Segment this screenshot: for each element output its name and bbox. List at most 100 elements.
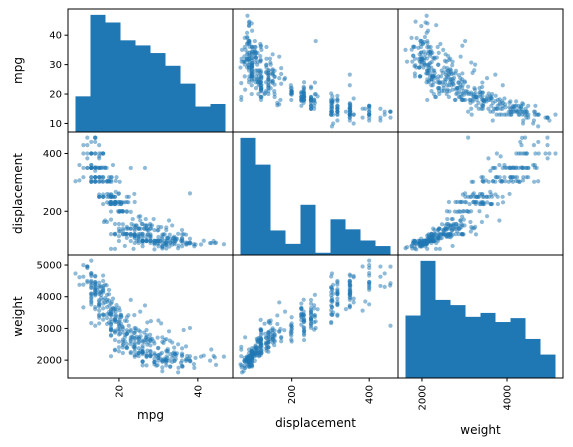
scatter-point — [152, 227, 157, 233]
scatter-point — [500, 194, 505, 199]
scatter-point — [435, 227, 440, 233]
scatter-point — [347, 289, 352, 294]
scatter-point — [299, 301, 304, 306]
scatter-point — [122, 318, 127, 323]
scatter-point — [97, 321, 102, 326]
scatter-point — [519, 143, 524, 148]
scatter-point — [468, 90, 474, 95]
scatter-point — [488, 168, 493, 173]
scatter-point — [469, 106, 474, 111]
scatter-point — [520, 112, 525, 117]
scatter-point — [243, 87, 248, 92]
scatter-point — [85, 151, 90, 156]
histogram-bar — [285, 243, 301, 255]
scatter-point — [299, 306, 304, 311]
scatter-point — [97, 192, 102, 197]
scatter-point — [329, 106, 334, 111]
scatter-point — [289, 91, 294, 96]
scatter-point — [436, 74, 441, 79]
scatter-point — [335, 313, 340, 318]
scatter-point — [446, 68, 451, 73]
scatter-point — [419, 240, 424, 245]
x-tick-label: 2000 — [417, 385, 428, 410]
scatter-point — [335, 93, 340, 98]
scatter-point — [412, 74, 418, 79]
scatter-point — [299, 311, 304, 316]
scatter-point — [258, 317, 263, 322]
scatter-point — [131, 344, 136, 349]
scatter-point — [335, 97, 340, 102]
scatter-point — [502, 112, 507, 117]
scatter-point — [518, 139, 523, 145]
scatter-point — [160, 358, 165, 364]
scatter-point — [432, 227, 437, 233]
scatter-point — [245, 13, 250, 18]
scatter-point — [93, 305, 98, 310]
scatter-point — [378, 274, 383, 279]
scatter-point — [536, 124, 541, 129]
scatter-point — [490, 109, 496, 114]
histogram-bar — [315, 252, 331, 255]
histogram-bar — [465, 316, 481, 378]
scatter-point — [114, 175, 119, 180]
scatter-point — [425, 21, 430, 26]
scatter-point — [477, 209, 482, 214]
scatter-point — [511, 165, 517, 171]
scatter-point — [258, 59, 263, 64]
scatter-point — [155, 335, 160, 340]
scatter-point — [409, 35, 414, 40]
scatter-point — [424, 13, 429, 18]
panel-displacement-vs-displacement — [232, 131, 399, 256]
scatter-point — [132, 340, 137, 345]
scatter-point — [258, 327, 264, 333]
scatter-point — [132, 199, 137, 205]
scatter-point — [343, 109, 349, 114]
scatter-point — [117, 308, 122, 313]
scatter-point — [136, 214, 141, 219]
scatter-point — [488, 94, 493, 99]
scatter-point — [464, 209, 470, 214]
scatter-point — [101, 194, 106, 199]
scatter-point — [114, 319, 119, 324]
scatter-point — [437, 246, 442, 251]
scatter-point — [497, 97, 502, 102]
scatter-point — [347, 83, 352, 88]
scatter-point — [431, 74, 436, 79]
scatter-point — [348, 105, 353, 110]
scatter-point — [471, 97, 476, 102]
scatter-point — [93, 293, 98, 298]
scatter-point — [166, 329, 172, 334]
scatter-point — [179, 351, 185, 356]
scatter-point — [117, 179, 122, 184]
scatter-point — [464, 91, 470, 96]
scatter-point — [258, 348, 263, 353]
scatter-point — [460, 214, 465, 219]
scatter-point — [109, 319, 114, 325]
scatter-point — [430, 50, 435, 55]
scatter-point — [249, 74, 254, 79]
scatter-point — [99, 289, 104, 294]
scatter-point — [138, 218, 143, 223]
scatter-point — [247, 38, 252, 44]
scatter-point — [97, 308, 102, 313]
scatter-point — [211, 353, 216, 359]
scatter-point — [450, 87, 455, 92]
scatter-point — [455, 86, 460, 91]
scatter-point — [329, 319, 334, 325]
scatter-point — [437, 81, 442, 86]
histogram-bar — [525, 338, 541, 378]
scatter-point — [117, 209, 122, 214]
scatter-point — [507, 165, 512, 170]
scatter-point — [330, 94, 335, 99]
scatter-point — [126, 194, 131, 199]
histogram-bar — [150, 53, 166, 132]
scatter-point — [486, 156, 491, 161]
scatter-point — [156, 227, 161, 233]
scatter-point — [514, 99, 519, 104]
scatter-point — [335, 112, 340, 117]
scatter-point — [450, 81, 455, 86]
scatter-point — [140, 221, 145, 227]
scatter-point — [258, 44, 263, 50]
histogram-bar — [345, 229, 361, 255]
scatter-point — [112, 221, 118, 227]
